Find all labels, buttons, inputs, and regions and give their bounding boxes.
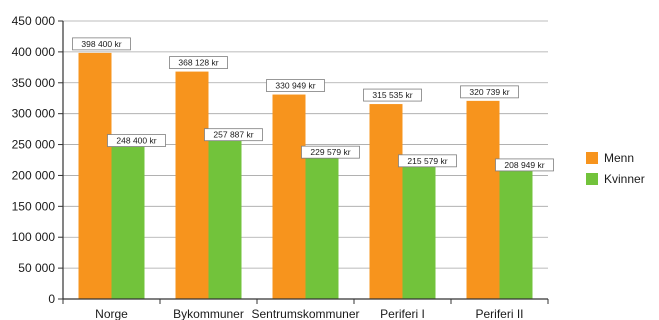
data-label-text: 215 579 kr (407, 156, 447, 166)
x-category-label: Norge (95, 307, 128, 320)
data-label: 208 949 kr (495, 158, 554, 172)
bar-menn-1 (175, 71, 209, 299)
legend-label-menn: Menn (604, 151, 634, 165)
data-label-text: 257 887 kr (213, 130, 253, 140)
y-tick-label: 0 (48, 292, 55, 306)
y-tick-label: 250 000 (12, 138, 56, 152)
bar-menn-4 (466, 100, 500, 299)
legend: Menn Kvinner (586, 151, 645, 186)
data-label: 368 128 kr (169, 56, 228, 69)
data-label-text: 398 400 kr (81, 39, 121, 49)
y-tick-label: 100 000 (12, 230, 56, 244)
data-label-text: 248 400 kr (116, 136, 156, 146)
data-label-text: 320 739 kr (469, 87, 509, 97)
data-label-text: 368 128 kr (178, 58, 218, 68)
axes: 0 50 000 100 000 150 000 200 000 250 000 300 0… (12, 14, 549, 320)
bar-menn-2 (272, 94, 306, 300)
x-category-label: Periferi II (475, 307, 523, 320)
data-label-text: 208 949 kr (504, 160, 544, 170)
y-tick-label: 350 000 (12, 76, 56, 90)
data-label-box (72, 37, 131, 51)
bar-kvinner-4 (499, 169, 533, 299)
bar-kvinner-2 (305, 157, 339, 299)
data-label: 330 949 kr (266, 79, 325, 92)
x-category-label: Periferi I (380, 307, 425, 320)
data-label: 229 579 kr (301, 145, 360, 159)
y-tick-label: 50 000 (18, 261, 55, 275)
data-label-box (169, 56, 228, 69)
data-label: 320 739 kr (460, 85, 519, 99)
data-label-box (398, 154, 457, 168)
y-tick-label: 150 000 (12, 199, 56, 213)
x-category-label: Bykommuner (173, 307, 244, 320)
bar-kvinner-0 (111, 145, 145, 299)
data-label-text: 330 949 kr (275, 81, 315, 91)
data-label-text: 315 535 kr (372, 90, 412, 100)
data-label-box (204, 128, 263, 142)
data-labels: 398 400 kr 248 400 kr 368 128 kr 257 887 kr… (72, 37, 554, 172)
y-tick-label: 450 000 (12, 14, 56, 28)
y-tick-label: 300 000 (12, 107, 56, 121)
bars (78, 52, 533, 300)
bar-menn-0 (78, 52, 112, 299)
data-label: 315 535 kr (363, 88, 422, 102)
data-label-box (107, 134, 166, 147)
bar-kvinner-1 (208, 139, 242, 299)
data-label-box (495, 158, 554, 172)
legend-swatch-menn (586, 152, 598, 164)
legend-swatch-kvinner (586, 173, 598, 185)
bar-menn-3 (369, 104, 403, 299)
data-label: 248 400 kr (107, 134, 166, 147)
data-label-text: 229 579 kr (310, 147, 350, 157)
legend-label-kvinner: Kvinner (604, 172, 645, 186)
data-label: 398 400 kr (72, 37, 131, 51)
y-tick-label: 400 000 (12, 45, 56, 59)
data-label: 215 579 kr (398, 154, 457, 168)
y-tick-label: 200 000 (12, 168, 56, 182)
bar-kvinner-3 (402, 165, 436, 299)
data-label-box (266, 79, 325, 92)
data-label: 257 887 kr (204, 128, 263, 142)
data-label-box (460, 85, 519, 99)
data-label-box (301, 145, 360, 159)
x-category-label: Sentrumskommuner (251, 307, 359, 320)
data-label-box (363, 88, 422, 102)
